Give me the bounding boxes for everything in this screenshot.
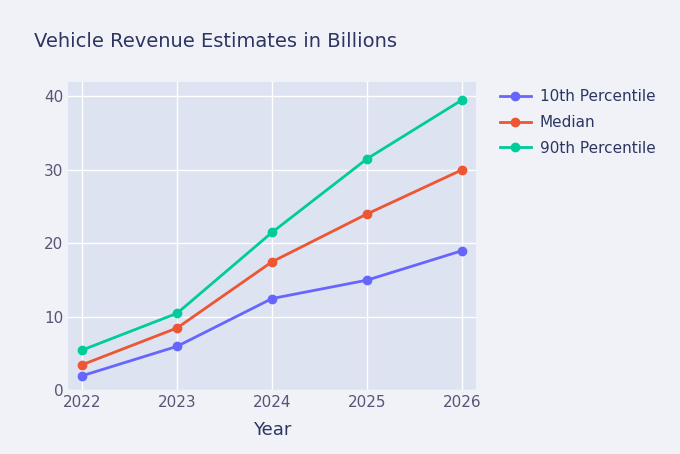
Median (363, 211, 371, 217)
90th Percentile (78, 347, 86, 353)
X-axis label: Year: Year (253, 421, 291, 439)
10th Percentile (458, 248, 466, 253)
90th Percentile (363, 156, 371, 162)
10th Percentile (268, 296, 276, 301)
Median (173, 325, 181, 331)
Legend: 10th Percentile, Median, 90th Percentile: 10th Percentile, Median, 90th Percentile (500, 89, 656, 156)
10th Percentile (363, 277, 371, 283)
10th Percentile (78, 373, 86, 379)
Median (78, 362, 86, 367)
90th Percentile (268, 230, 276, 235)
Line: 90th Percentile: 90th Percentile (78, 96, 466, 354)
90th Percentile (458, 97, 466, 103)
Median (268, 259, 276, 265)
90th Percentile (173, 311, 181, 316)
Text: Vehicle Revenue Estimates in Billions: Vehicle Revenue Estimates in Billions (34, 32, 397, 51)
Median (458, 167, 466, 173)
Line: Median: Median (78, 166, 466, 369)
10th Percentile (173, 344, 181, 349)
Line: 10th Percentile: 10th Percentile (78, 247, 466, 380)
